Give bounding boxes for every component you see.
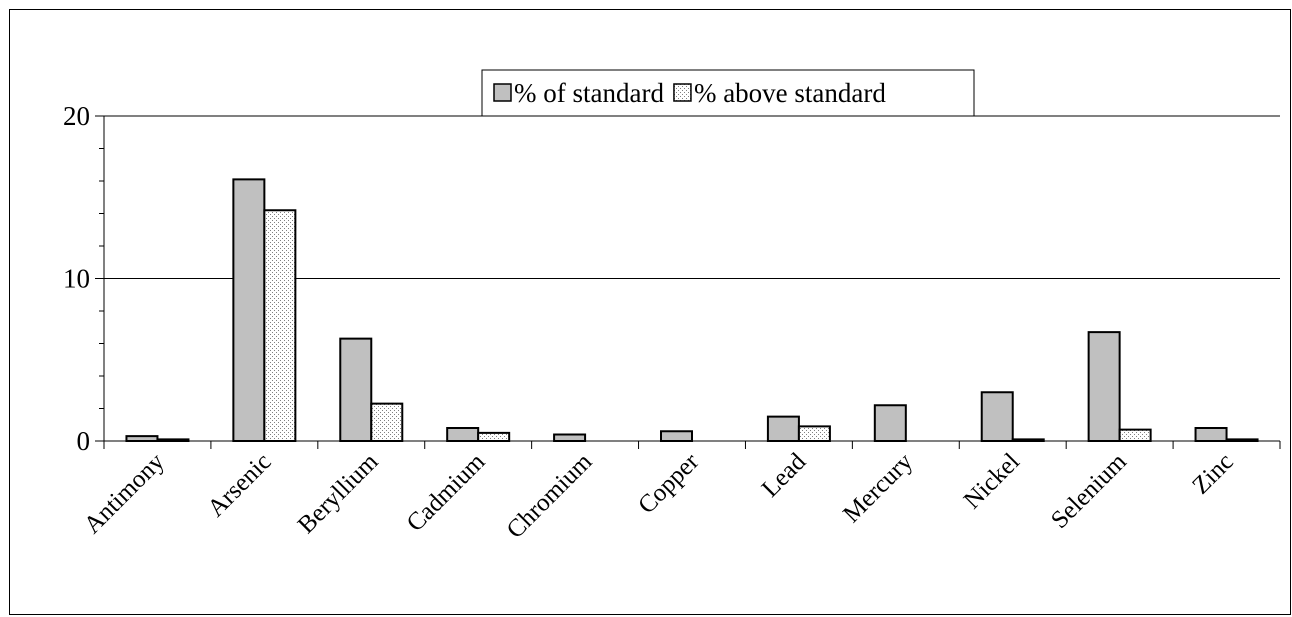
legend-swatch <box>493 83 512 102</box>
bar-of-standard-chromium <box>553 433 587 442</box>
chart-frame: 0 10 20 Antimony Arsenic Beryllium Cadmium Chro… <box>9 9 1291 615</box>
y-tick-label: 0 <box>77 426 91 456</box>
x-tick-label: Beryllium <box>293 448 384 539</box>
legend: % of standard % above standard <box>481 69 975 117</box>
bar-of-standard-cadmium <box>446 427 480 442</box>
x-tick-label: Zinc <box>1187 448 1238 499</box>
bar-of-standard-zinc <box>1194 427 1228 442</box>
bar-chart: 0 10 20 Antimony Arsenic Beryllium Cadmium Chro… <box>63 69 1281 544</box>
x-tick-label: Mercury <box>838 448 918 528</box>
legend-swatch <box>673 83 692 102</box>
bar-above-standard-cadmium <box>477 431 511 442</box>
bar-of-standard-selenium <box>1087 331 1121 442</box>
bar-of-standard-arsenic <box>232 178 266 442</box>
x-tick-label: Copper <box>633 448 705 520</box>
x-tick-label: Antimony <box>79 448 170 539</box>
x-tick-label: Cadmium <box>402 448 491 537</box>
legend-entry-label: % above standard <box>694 78 886 108</box>
bar-of-standard-antimony <box>125 435 159 442</box>
bar-of-standard-nickel <box>980 391 1014 442</box>
axes <box>95 115 1281 449</box>
bar-of-standard-lead <box>766 415 800 442</box>
bar-above-standard-selenium <box>1118 428 1152 442</box>
bar-of-standard-mercury <box>873 404 907 442</box>
x-tick-label: Chromium <box>502 448 598 544</box>
x-tick-label: Lead <box>757 448 812 503</box>
x-tick-label: Nickel <box>959 448 1025 514</box>
x-tick-label: Selenium <box>1046 448 1132 534</box>
bar-of-standard-beryllium <box>339 337 373 442</box>
bar-above-standard-lead <box>797 425 831 442</box>
legend-entry-label: % of standard <box>514 78 664 108</box>
bar-above-standard-arsenic <box>263 209 297 442</box>
y-tick-label: 20 <box>63 101 90 131</box>
legend-box <box>481 69 975 117</box>
x-tick-label: Arsenic <box>203 448 277 522</box>
bar-above-standard-beryllium <box>370 402 404 442</box>
bars <box>125 178 1259 442</box>
bar-of-standard-copper <box>660 430 693 442</box>
y-tick-label: 10 <box>63 264 90 294</box>
